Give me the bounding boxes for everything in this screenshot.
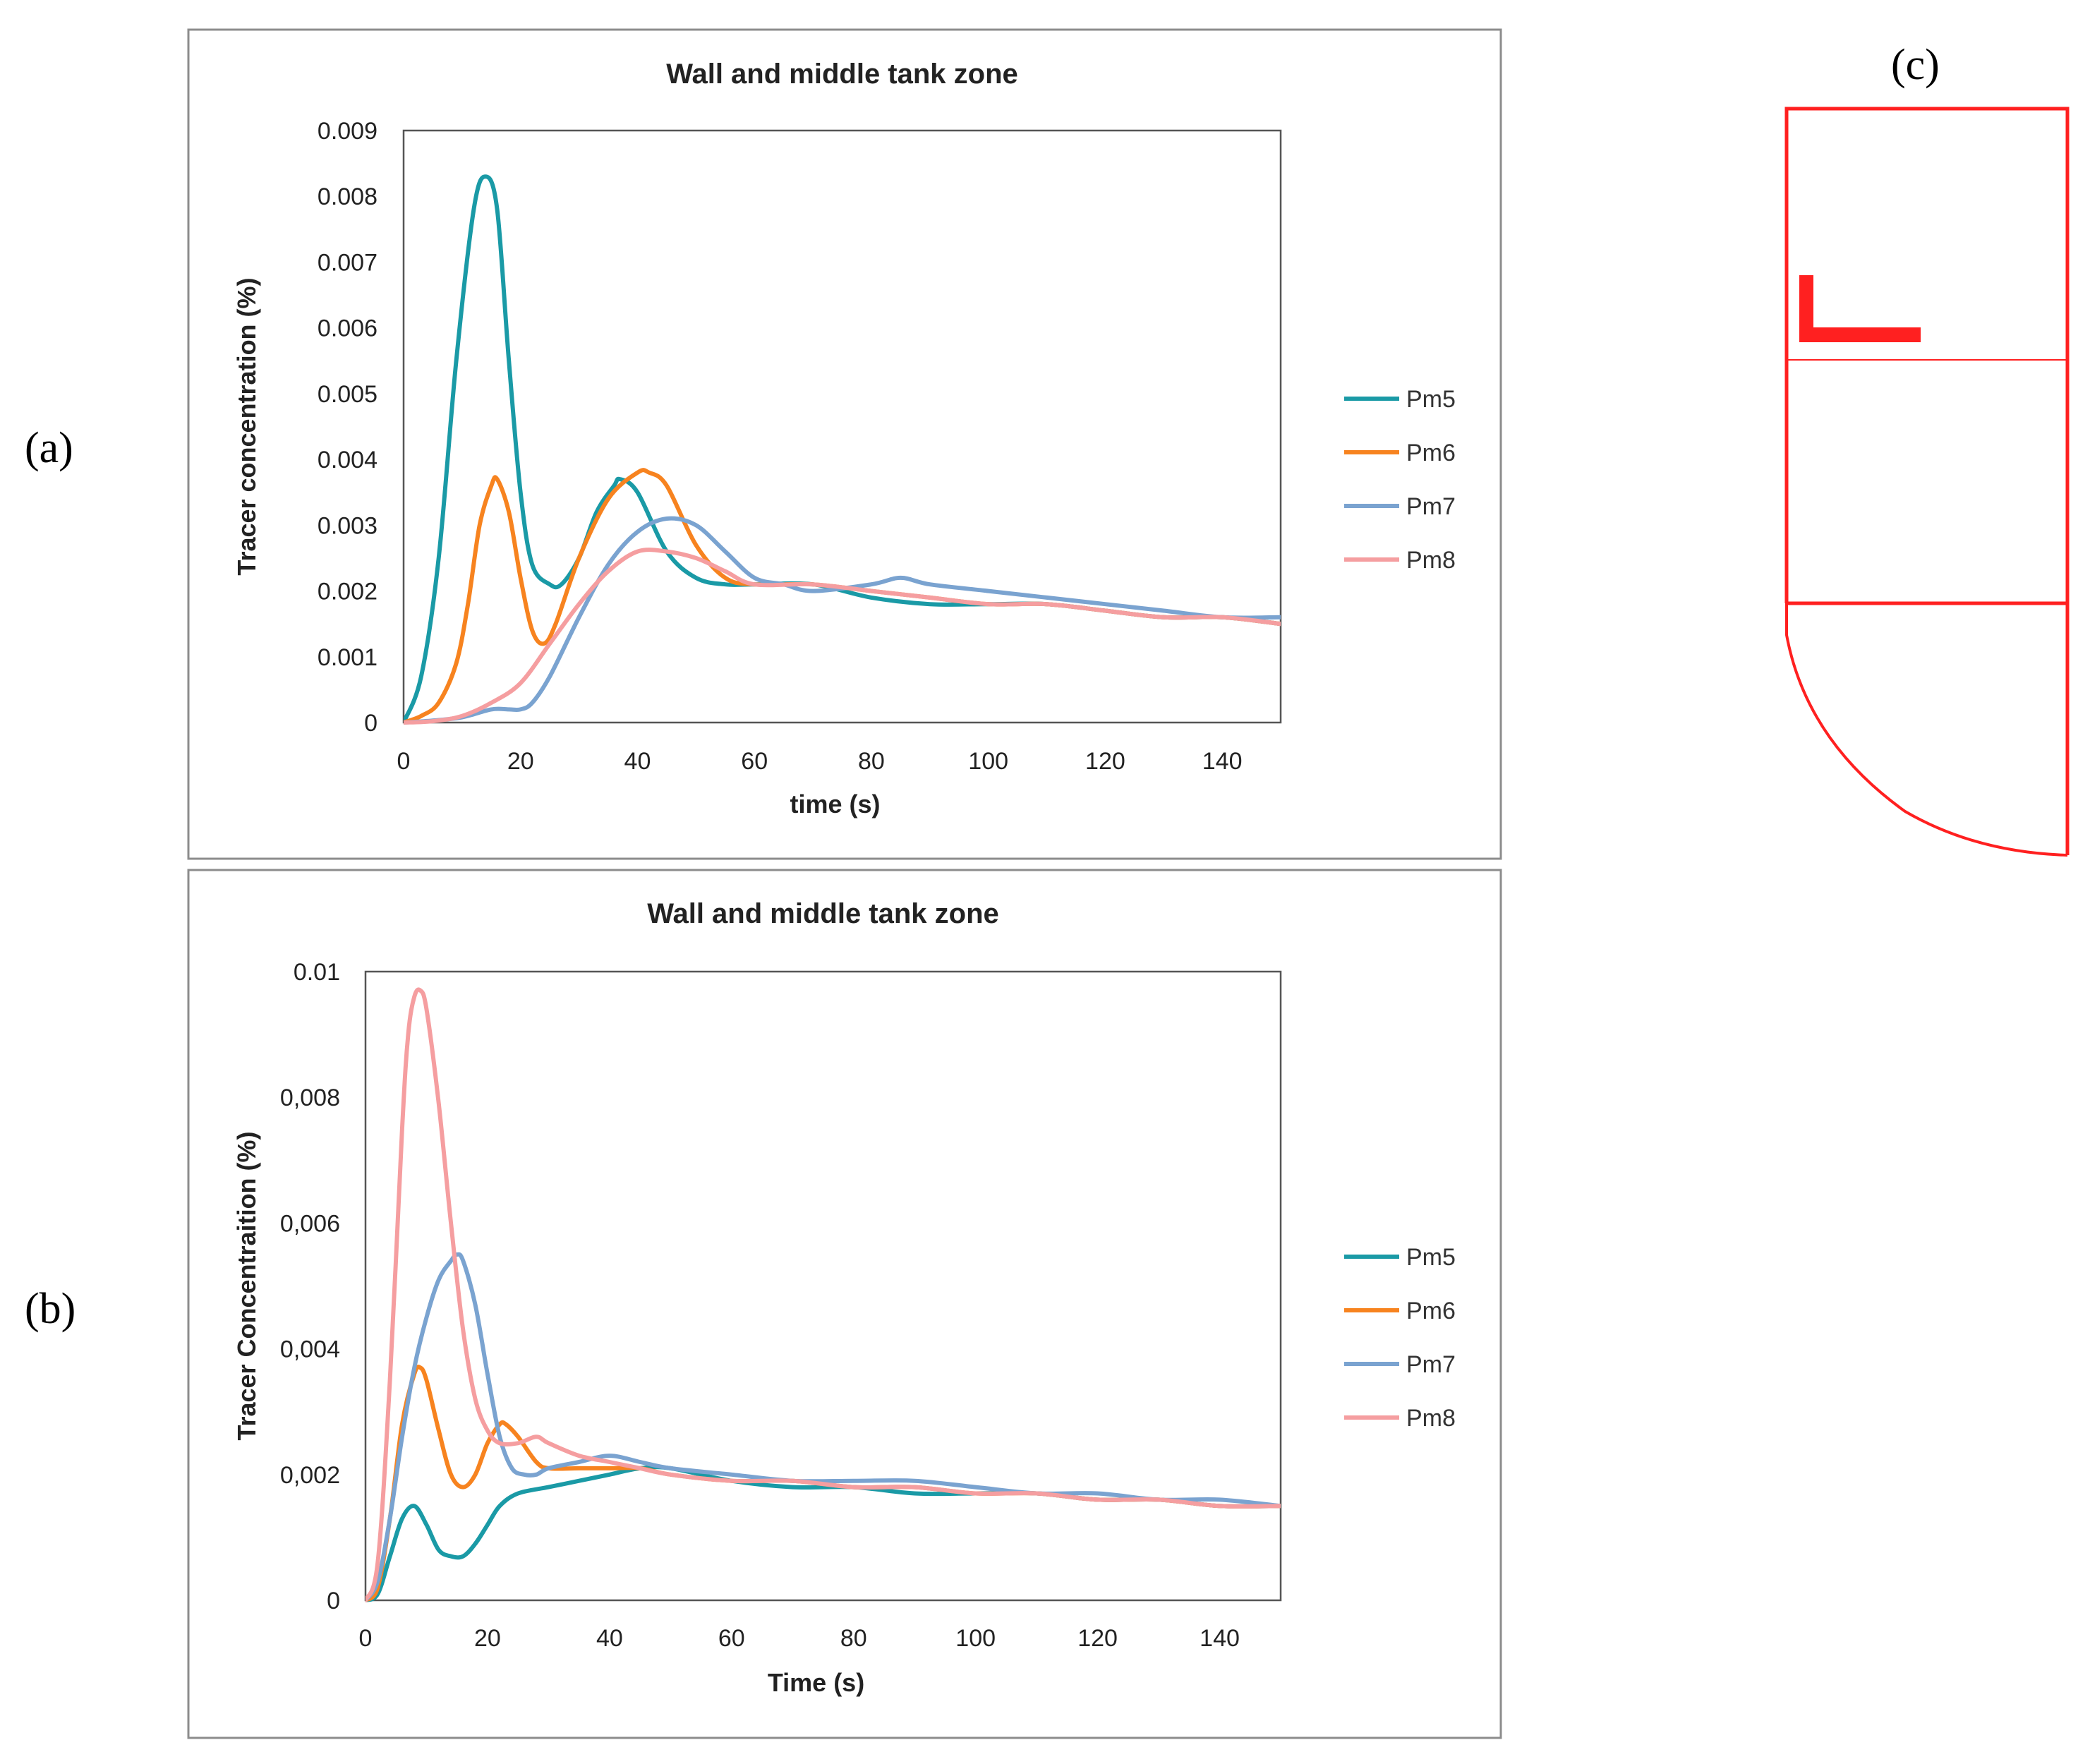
chart-a-ytick-label: 0.003 xyxy=(318,512,377,539)
chart-a-ytick-label: 0.008 xyxy=(318,183,377,210)
chart-a-series-pm8 xyxy=(404,548,1281,725)
chart-a-plot-area xyxy=(402,129,1282,724)
tank-diagram xyxy=(1784,107,2070,857)
chart-b-title: Wall and middle tank zone xyxy=(647,898,999,929)
chart-b-frame xyxy=(187,869,1502,1739)
chart-a-ytick-label: 0.005 xyxy=(318,381,377,408)
chart-b-ytick-label: 0,002 xyxy=(280,1462,340,1489)
chart-b-ytick-label: 0.01 xyxy=(294,959,340,986)
chart-a-title: Wall and middle tank zone xyxy=(666,59,1018,90)
chart-b-ytick-label: 0,008 xyxy=(280,1085,340,1111)
chart-b-xtick-label: 80 xyxy=(840,1625,867,1652)
chart-a-xtick-label: 20 xyxy=(507,748,534,775)
chart-b-ytick-label: 0,006 xyxy=(280,1210,340,1237)
tank-bottom-curve xyxy=(1785,603,2068,857)
chart-b-series-pm8 xyxy=(366,987,1281,1602)
tank-outline xyxy=(1784,107,2070,855)
chart-a-ytick-label: 0.006 xyxy=(318,315,377,342)
chart-a-ylabel: Tracer concentration (%) xyxy=(232,277,261,575)
chart-a-ytick-label: 0.001 xyxy=(318,644,377,671)
chart-b-ytick-label: 0 xyxy=(327,1588,340,1614)
chart-a-xtick-label: 60 xyxy=(741,748,768,775)
chart-b-series-pm7 xyxy=(366,1252,1281,1602)
chart-b-legend-label-pm6: Pm6 xyxy=(1406,1298,1456,1324)
chart-b-xtick-label: 40 xyxy=(596,1625,623,1652)
chart-a-xtick-label: 0 xyxy=(397,748,411,775)
chart-a-xtick-label: 100 xyxy=(968,748,1008,775)
chart-b-xlabel: Time (s) xyxy=(768,1668,864,1697)
chart-a-legend-label-pm6: Pm6 xyxy=(1406,440,1456,466)
chart-a-xlabel: time (s) xyxy=(790,790,880,818)
chart-a: Wall and middle tank zone 0 0.001 0.002 0.00… xyxy=(232,59,1456,818)
chart-b-xtick-label: 0 xyxy=(359,1625,373,1652)
chart-b-ylabel: Tracer Concentraition (%) xyxy=(232,1131,261,1440)
chart-a-frame xyxy=(187,28,1502,860)
chart-b-xtick-label: 20 xyxy=(474,1625,501,1652)
chart-b-xtick-label: 60 xyxy=(718,1625,745,1652)
chart-a-xtick-label: 120 xyxy=(1085,748,1125,775)
chart-b: Wall and middle tank zone 0 0,002 0,004 0,00… xyxy=(232,898,1456,1697)
chart-a-xtick-label: 40 xyxy=(624,748,651,775)
chart-b-ytick-label: 0,004 xyxy=(280,1336,340,1363)
chart-a-legend-label-pm5: Pm5 xyxy=(1406,386,1456,413)
probe-mark-horizontal xyxy=(1799,327,1921,342)
chart-a-ytick-label: 0.002 xyxy=(318,579,377,605)
chart-a-ytick-label: 0.004 xyxy=(318,447,377,473)
chart-a-legend-label-pm7: Pm7 xyxy=(1406,493,1456,520)
chart-a-xtick-label: 80 xyxy=(858,748,885,775)
chart-b-legend-label-pm5: Pm5 xyxy=(1406,1244,1456,1271)
panel-label-a: (a) xyxy=(25,424,73,472)
chart-a-ytick-label: 0 xyxy=(364,710,377,737)
chart-b-xtick-label: 120 xyxy=(1077,1625,1118,1652)
chart-b-legend-label-pm8: Pm8 xyxy=(1406,1405,1456,1432)
chart-a-xtick-label: 140 xyxy=(1202,748,1243,775)
chart-b-xtick-label: 100 xyxy=(955,1625,996,1652)
chart-a-ytick-label: 0.007 xyxy=(318,249,377,276)
panel-label-b: (b) xyxy=(25,1285,75,1333)
chart-a-ytick-label: 0.009 xyxy=(318,118,377,145)
chart-b-xtick-label: 140 xyxy=(1200,1625,1240,1652)
chart-a-series-pm7 xyxy=(404,516,1281,725)
probe-mark-vertical xyxy=(1799,275,1813,342)
chart-a-legend-label-pm8: Pm8 xyxy=(1406,547,1456,574)
chart-b-plot-area xyxy=(364,970,1282,1602)
panel-label-c: (c) xyxy=(1891,41,1940,89)
chart-b-legend-label-pm7: Pm7 xyxy=(1406,1351,1456,1378)
